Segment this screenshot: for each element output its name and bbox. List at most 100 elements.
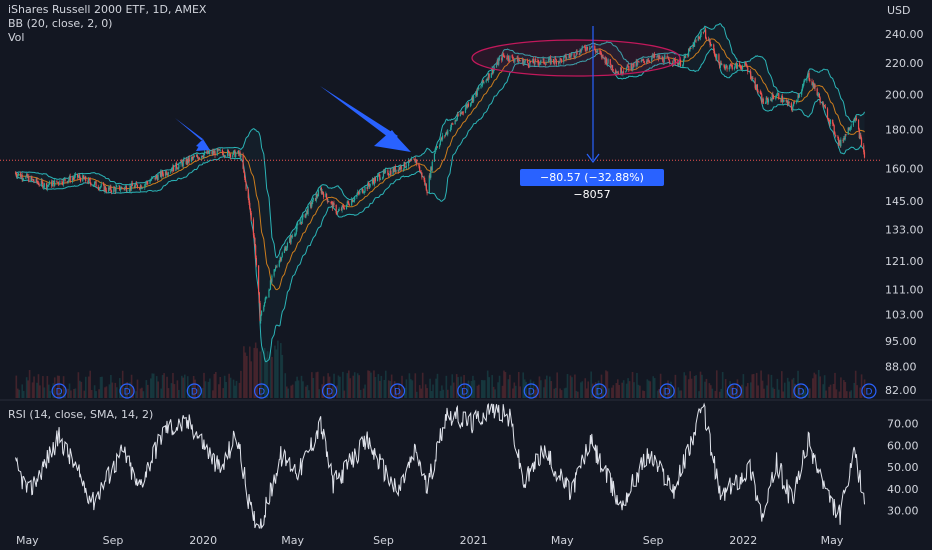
price-tick-label: 145.00 bbox=[885, 195, 924, 208]
volume-bar bbox=[204, 381, 207, 398]
volume-bar bbox=[646, 379, 649, 398]
candle-body bbox=[404, 161, 406, 168]
candle-body bbox=[724, 66, 726, 69]
volume-bar bbox=[215, 371, 217, 398]
candle-body bbox=[274, 268, 276, 270]
volume-bar bbox=[814, 374, 817, 398]
candle-body bbox=[226, 150, 229, 156]
candle-body bbox=[849, 128, 852, 130]
candle-body bbox=[156, 177, 158, 181]
candle-body bbox=[219, 150, 221, 151]
candle-body bbox=[242, 155, 244, 169]
candle-body bbox=[338, 209, 340, 211]
candle-body bbox=[58, 183, 60, 185]
candle-body bbox=[347, 201, 349, 203]
candle-body bbox=[456, 119, 458, 121]
candle-body bbox=[719, 62, 722, 68]
candle-body bbox=[502, 53, 504, 56]
candle-body bbox=[728, 67, 730, 70]
candle-body bbox=[119, 185, 121, 191]
volume-bar bbox=[658, 389, 660, 398]
volume-bar bbox=[575, 390, 578, 398]
volume-bar bbox=[114, 382, 117, 398]
candle-body bbox=[278, 260, 280, 267]
candle-body bbox=[764, 102, 767, 104]
candle-body bbox=[488, 73, 490, 78]
candle-body bbox=[150, 177, 153, 181]
candle-body bbox=[498, 59, 500, 65]
candle-body bbox=[724, 66, 727, 69]
candle-body bbox=[321, 191, 323, 194]
candle-body bbox=[636, 60, 638, 65]
volume-bar bbox=[822, 384, 824, 398]
candle-body bbox=[31, 176, 33, 180]
candle-body bbox=[760, 93, 762, 95]
volume-bar bbox=[142, 391, 145, 398]
volume-bar bbox=[136, 379, 139, 398]
volume-bar bbox=[627, 378, 629, 398]
volume-bar bbox=[367, 370, 369, 398]
candle-body bbox=[195, 154, 198, 157]
volume-bar bbox=[426, 388, 428, 398]
candle-body bbox=[857, 119, 860, 130]
volume-bar bbox=[191, 383, 193, 398]
candle-body bbox=[683, 56, 685, 60]
volume-bar bbox=[266, 351, 269, 398]
price-tick-label: 220.00 bbox=[885, 57, 924, 70]
candle-body bbox=[333, 203, 335, 205]
candle-body bbox=[154, 177, 156, 180]
volume-bar bbox=[501, 385, 504, 398]
candle-body bbox=[471, 97, 473, 102]
candle-body bbox=[89, 179, 91, 183]
candle-body bbox=[203, 153, 205, 158]
candle-body bbox=[301, 217, 303, 224]
volume-bar bbox=[653, 378, 656, 398]
currency-label[interactable]: USD bbox=[887, 4, 911, 17]
candle-body bbox=[42, 186, 45, 188]
candle-body bbox=[177, 168, 179, 170]
volume-bar bbox=[664, 386, 666, 398]
candle-body bbox=[206, 151, 208, 154]
volume-bar bbox=[451, 374, 454, 398]
volume-bar bbox=[554, 387, 557, 398]
candle-body bbox=[385, 170, 387, 172]
volume-bar bbox=[492, 386, 495, 398]
volume-bar bbox=[844, 382, 847, 398]
candle-body bbox=[167, 172, 170, 175]
volume-bar bbox=[163, 373, 165, 398]
candle-body bbox=[305, 212, 307, 218]
volume-bar bbox=[21, 384, 24, 398]
price-tick-label: 111.00 bbox=[885, 284, 924, 297]
candle-body bbox=[651, 57, 653, 62]
candle-body bbox=[20, 173, 22, 178]
volume-bar bbox=[327, 373, 329, 398]
volume-bar bbox=[99, 376, 102, 398]
candle-body bbox=[270, 280, 272, 282]
candle-body bbox=[260, 310, 263, 316]
volume-bar bbox=[70, 390, 72, 398]
candle-body bbox=[181, 160, 183, 163]
volume-bar bbox=[481, 379, 483, 398]
candle-body bbox=[519, 60, 521, 62]
volume-bar bbox=[83, 390, 86, 398]
candle-body bbox=[113, 187, 115, 193]
volume-bar bbox=[343, 390, 346, 398]
candle-body bbox=[487, 73, 489, 81]
candle-body bbox=[64, 178, 66, 182]
volume-bar bbox=[380, 375, 383, 398]
candle-body bbox=[638, 61, 640, 63]
dividend-icon-label: D bbox=[394, 388, 401, 398]
candle-body bbox=[265, 297, 267, 299]
candle-body bbox=[405, 166, 407, 168]
candle-body bbox=[71, 178, 74, 182]
volume-bar bbox=[540, 380, 542, 398]
candle-body bbox=[204, 151, 206, 154]
candle-body bbox=[529, 61, 531, 67]
candle-body bbox=[325, 193, 327, 198]
volume-bar bbox=[418, 385, 421, 398]
candle-body bbox=[604, 57, 606, 63]
candle-body bbox=[752, 78, 754, 79]
volume-bar bbox=[455, 374, 458, 398]
candle-body bbox=[586, 46, 589, 50]
candle-body bbox=[673, 58, 675, 64]
